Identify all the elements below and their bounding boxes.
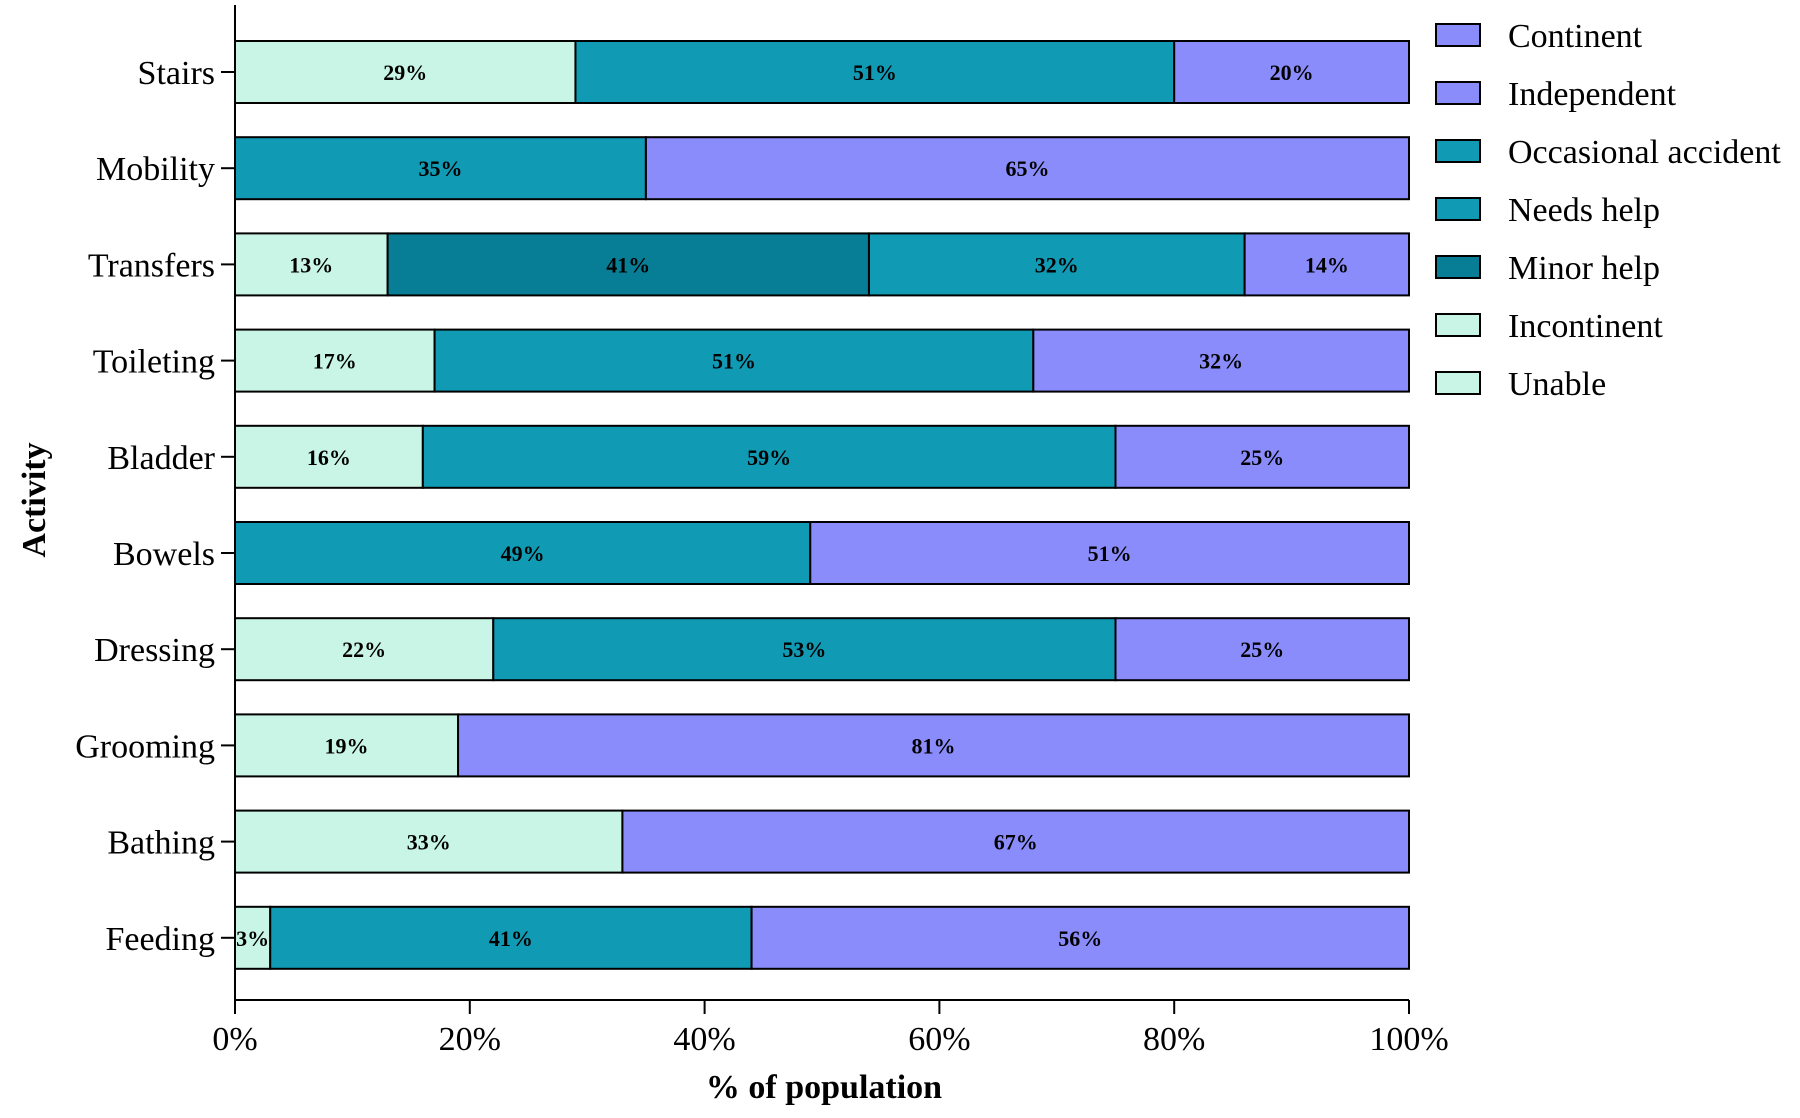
bar-segment [1173,40,1410,104]
bar-segment [234,40,577,104]
legend-swatch [1435,139,1481,163]
data-labels-layer: 29% 51% 20% 35% 65% 13% 41% 32% 14% 17% 51% 32% 16% 5… [236,60,1349,951]
data-label: 29% [383,60,427,85]
x-tick-label: 60% [908,1021,970,1058]
bar-segment [1114,617,1410,682]
legend-label: Unable [1508,366,1606,403]
legend-swatch [1435,255,1481,279]
bars-layer [234,40,1411,970]
data-label: 14% [1305,252,1349,277]
bar-segment [574,40,1176,104]
legend-swatch [1435,23,1481,47]
category-label: Grooming [75,728,215,765]
x-tick-label: 80% [1143,1021,1205,1058]
bar-segment [234,424,424,489]
bar-segment [867,232,1246,297]
category-label: Bathing [107,825,215,862]
category-label: Bowels [113,536,215,573]
category-label: Toileting [93,344,215,381]
bar-segment [234,713,460,778]
legend-label: Needs help [1508,192,1660,229]
category-label: Dressing [94,632,215,669]
data-label: 25% [1240,637,1284,662]
x-axis-title: % of population [706,1069,942,1106]
legend-label: Continent [1508,18,1643,55]
bar-segment [492,617,1117,682]
data-label: 51% [853,60,897,85]
x-tick-label: 0% [212,1021,257,1058]
bar-segment [386,232,870,297]
bar-segment [457,713,1410,778]
category-label: Feeding [105,921,215,958]
data-label: 13% [289,252,333,277]
data-label: 49% [501,541,545,566]
data-label: 41% [606,252,650,277]
legend-label: Occasional accident [1508,134,1781,171]
legend: Continent Independent Occasional accident N… [1435,18,1781,403]
data-label: 67% [994,830,1038,855]
data-label: 25% [1240,445,1284,470]
bar-segment [1114,424,1410,489]
legend-label: Independent [1508,76,1677,113]
legend-label: Incontinent [1508,308,1663,345]
data-label: 59% [747,445,791,470]
bar-segment [421,424,1117,489]
legend-swatch [1435,371,1481,395]
data-label: 3% [236,926,269,951]
x-tick-label: 40% [673,1021,735,1058]
bar-segment [809,521,1410,585]
x-tick-label: 20% [439,1021,501,1058]
data-label: 19% [325,733,369,758]
bar-segment [1032,328,1410,393]
data-label: 41% [489,926,533,951]
y-axis-title: Activity [16,442,53,557]
data-label: 32% [1199,349,1243,374]
data-label: 53% [782,637,826,662]
bar-segment [750,905,1410,970]
data-label: 16% [307,445,351,470]
legend-swatch [1435,81,1481,105]
axes-layer: Stairs Mobility Transfers Toileting Bladder B… [75,5,1449,1058]
data-label: 35% [418,156,462,181]
legend-label: Minor help [1508,250,1660,287]
bar-segment [234,809,624,874]
data-label: 22% [342,637,386,662]
category-label: Stairs [138,55,215,92]
category-label: Mobility [96,151,215,188]
data-label: 65% [1005,156,1049,181]
data-label: 51% [1088,541,1132,566]
data-label: 81% [912,733,956,758]
bar-segment [234,905,272,970]
x-tick-label: 100% [1369,1021,1448,1058]
bar-segment [621,809,1410,874]
category-label: Bladder [107,440,215,477]
legend-swatch [1435,313,1481,337]
data-label: 17% [313,349,357,374]
bar-segment [234,328,436,393]
bar-segment [1243,232,1411,297]
legend-swatch [1435,197,1481,221]
data-label: 33% [407,830,451,855]
data-label: 20% [1270,60,1314,85]
data-label: 56% [1058,926,1102,951]
data-label: 51% [712,349,756,374]
bar-segment [644,136,1410,201]
data-label: 32% [1035,252,1079,277]
category-label: Transfers [88,247,215,284]
